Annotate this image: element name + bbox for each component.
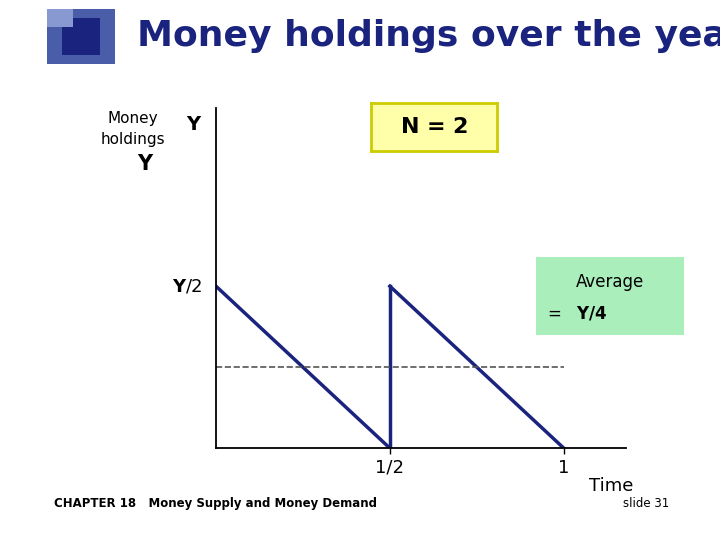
Text: Average: Average: [576, 273, 644, 291]
Text: Money
holdings: Money holdings: [101, 111, 166, 147]
Text: $\mathbf{N}$ = 2: $\mathbf{N}$ = 2: [400, 117, 468, 137]
Text: Money holdings over the year: Money holdings over the year: [137, 19, 720, 53]
Text: $\mathbf{Y}$/4: $\mathbf{Y}$/4: [576, 305, 607, 323]
Bar: [47, 9, 73, 27]
Text: $\mathbf{Y}$: $\mathbf{Y}$: [138, 154, 155, 174]
Text: $\mathbf{Y}$: $\mathbf{Y}$: [186, 114, 202, 134]
Text: slide 31: slide 31: [624, 497, 670, 510]
Text: CHAPTER 18   Money Supply and Money Demand: CHAPTER 18 Money Supply and Money Demand: [54, 497, 377, 510]
Text: Time: Time: [588, 477, 633, 495]
Text: $\mathbf{Y}$$/2$: $\mathbf{Y}$$/2$: [172, 277, 202, 295]
Bar: [62, 18, 100, 55]
Text: =: =: [548, 305, 567, 323]
